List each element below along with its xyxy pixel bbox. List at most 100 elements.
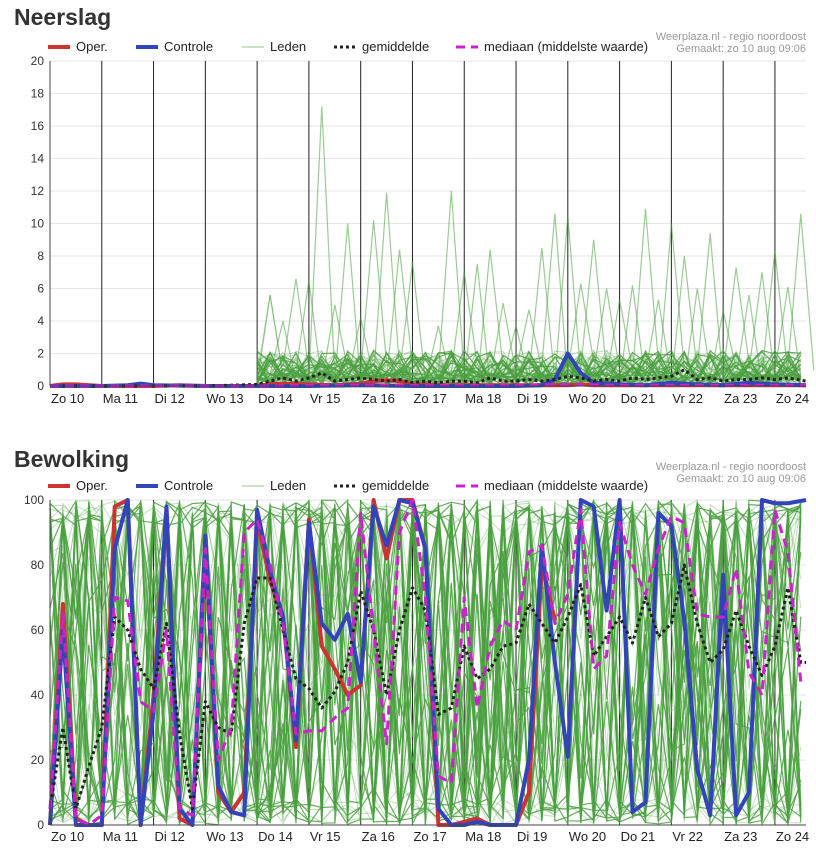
x-tick-label: Zo 24 [776,829,809,844]
leden-member-peak [269,320,297,383]
leden-member-peak [735,294,763,386]
chart-title: Bewolking [14,446,130,472]
leden-member-peak [437,190,465,374]
leden-member-line [49,504,801,825]
leden-member-line [257,349,801,387]
leden-member-peak [631,208,659,374]
series-mediaan-line [48,498,803,827]
leden-member-line [256,349,802,386]
leden-member-peak [282,278,310,370]
x-tick-label: Vr 22 [672,829,703,844]
x-tick-label: Do 14 [258,829,293,844]
leden-member-line [49,499,802,825]
leden-member-peak [774,286,802,378]
leden-member-peak [709,311,737,378]
x-tick-label: Di 19 [517,391,547,406]
x-tick-label: Ma 11 [103,829,138,844]
leden-member-peak [722,267,750,375]
x-tick-label: Zo 17 [413,391,446,406]
leden-member-peak [593,288,621,372]
leden-member-line [256,349,802,386]
leden-member-peak [334,223,362,385]
leden-member-peak [321,304,349,384]
x-tick-label: Za 16 [362,391,395,406]
leden-member-line [49,501,801,825]
y-tick-label: 40 [31,688,45,702]
leden-member-peak [360,220,388,372]
leden-member-peak [450,272,478,373]
x-tick-label: Wo 20 [569,829,606,844]
y-tick-label: 0 [37,818,44,832]
leden-member-peak [347,317,375,381]
leden-member-peak [580,239,608,372]
leden-member-peak [295,280,323,384]
leden-member-peak [787,213,815,371]
x-tick-label: Do 21 [621,391,656,406]
leden-member-line [49,500,802,823]
leden-member-peak [373,192,401,379]
x-tick-label: Wo 13 [206,391,243,406]
leden-member-peak [619,285,647,385]
timestamp-label: Gemaakt: zo 10 aug 09:06 [676,473,806,485]
y-tick-label: 80 [31,558,45,572]
x-tick-label: Za 16 [362,829,395,844]
y-tick-label: 16 [31,119,45,133]
x-tick-label: Wo 13 [206,829,243,844]
leden-member-line [49,498,802,824]
x-tick-label: Za 23 [724,829,757,844]
neerslag-chart-panel: Neerslag 0 2 4 6 8 10 12 14 16 18 20 Zo 10 Ma 11 Di 1… [0,0,816,425]
legend-label-mediaan: mediaan (middelste waarde) [484,478,648,493]
x-tick-label: Ma 18 [465,391,501,406]
leden-member-peak [541,213,569,384]
x-tick-label: Ma 18 [465,829,501,844]
legend-label-controle: Controle [164,39,213,54]
chart-title: Neerslag [14,4,112,30]
leden-member-line [256,350,802,386]
y-tick-label: 8 [37,249,44,263]
leden-member-line [256,350,802,386]
x-tick-label: Di 12 [155,391,185,406]
leden-member-peak [386,249,414,379]
leden-member-peak [670,255,698,383]
leden-member-peak [644,299,672,381]
y-tick-label: 10 [31,217,45,231]
x-tick-label: Do 21 [621,829,656,844]
leden-member-line [49,502,802,827]
leden-member-peak [606,299,634,377]
x-tick-label: Zo 10 [51,391,84,406]
leden-member-peak [515,309,543,371]
leden-member-peak [554,215,582,382]
leden-member-peak [567,283,595,372]
leden-member-peak [748,272,776,380]
legend-label-gemiddelde: gemiddelde [362,478,429,493]
y-tick-label: 0 [37,379,44,393]
leden-member-peak [502,325,530,381]
leden-member-peak [683,288,711,385]
timestamp-label: Gemaakt: zo 10 aug 09:06 [676,43,806,55]
leden-member-line [256,352,802,386]
leden-member-peak [761,251,789,374]
x-tick-label: Zo 10 [51,829,84,844]
leden-member-peak [657,223,685,382]
series-gemiddelde-line [48,563,806,811]
leden-member-peak [308,106,336,378]
leden-member-line [49,499,802,825]
x-tick-label: Vr 15 [310,391,341,406]
x-tick-label: Di 19 [517,829,547,844]
source-label: Weerplaza.nl - regio noordoost [656,31,806,43]
legend-label-oper: Oper. [76,39,108,54]
y-tick-label: 6 [37,282,44,296]
y-tick-label: 14 [31,152,45,166]
x-tick-label: Di 12 [155,829,185,844]
x-tick-label: Do 14 [258,391,293,406]
legend-label-controle: Controle [164,478,213,493]
y-tick-label: 60 [31,623,45,637]
x-tick-label: Zo 17 [413,829,446,844]
leden-member-peak [398,262,426,382]
x-tick-label: Wo 20 [569,391,606,406]
legend-label-leden: Leden [270,478,306,493]
y-tick-label: 20 [31,54,45,68]
leden-member-peak [424,325,452,383]
y-tick-label: 12 [31,184,45,198]
legend-label-oper: Oper. [76,478,108,493]
